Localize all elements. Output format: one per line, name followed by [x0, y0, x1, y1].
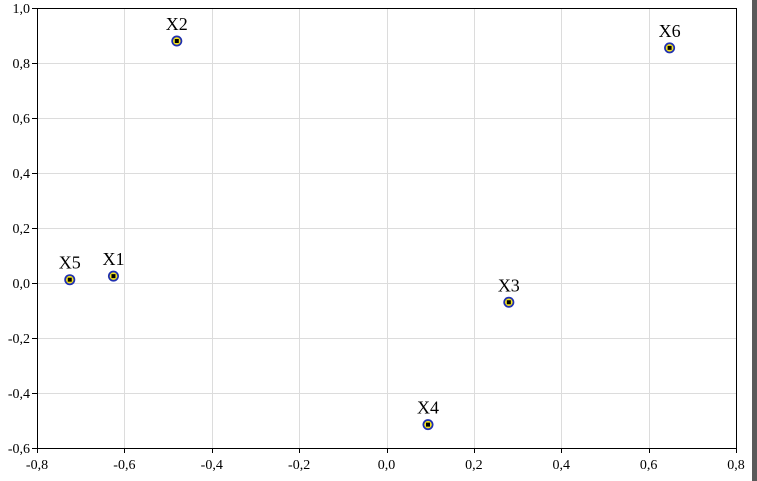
data-point-x6: X6: [659, 21, 681, 54]
marker-center-0: [111, 274, 116, 279]
point-label-x5: X5: [59, 253, 81, 273]
point-label-x3: X3: [498, 275, 520, 295]
ticks-layer: -0,8 -0,6 -0,4 -0,2 0,0 0,2 0,4 0,6 0,81,00,80,6…: [8, 2, 745, 473]
y-tick-label-2: 0,6: [13, 112, 31, 127]
y-tick-label-0: 1,0: [13, 2, 31, 17]
marker-center-3: [426, 422, 431, 427]
y-tick-label-5: 0,0: [13, 277, 31, 292]
y-tick-label-7: -0,4: [8, 387, 30, 402]
x-tick-label-1: -0,6: [113, 458, 135, 473]
point-label-x1: X1: [102, 249, 124, 269]
data-point-x2: X2: [166, 14, 188, 47]
y-tick-label-1: 0,8: [13, 57, 31, 72]
x-tick-label-5: 0,2: [465, 458, 483, 473]
data-point-x1: X1: [102, 249, 124, 282]
x-tick-label-8: 0,8: [727, 458, 745, 473]
x-tick-label-7: 0,6: [640, 458, 658, 473]
data-point-x3: X3: [498, 275, 520, 308]
y-tick-label-8: -0,6: [8, 442, 30, 457]
points-layer: X1 X2 X3 X4 X5 X6: [59, 14, 681, 431]
x-tick-label-6: 0,4: [553, 458, 571, 473]
marker-center-1: [174, 39, 179, 43]
marker-center-2: [506, 300, 511, 305]
point-label-x4: X4: [417, 398, 439, 418]
window-edge-bar: [752, 0, 757, 481]
data-point-x4: X4: [417, 398, 439, 431]
y-tick-label-4: 0,2: [13, 222, 31, 237]
data-point-x5: X5: [59, 253, 81, 286]
point-label-x2: X2: [166, 14, 188, 34]
point-label-x6: X6: [659, 21, 681, 41]
y-tick-label-3: 0,4: [13, 167, 31, 182]
marker-center-5: [667, 45, 672, 50]
x-tick-label-4: 0,0: [378, 458, 396, 473]
x-tick-label-3: -0,2: [288, 458, 310, 473]
grid-layer: [37, 8, 737, 449]
y-tick-label-6: -0,2: [8, 332, 30, 347]
x-tick-label-2: -0,4: [201, 458, 223, 473]
x-tick-label-0: -0,8: [26, 458, 48, 473]
marker-center-4: [67, 277, 72, 282]
